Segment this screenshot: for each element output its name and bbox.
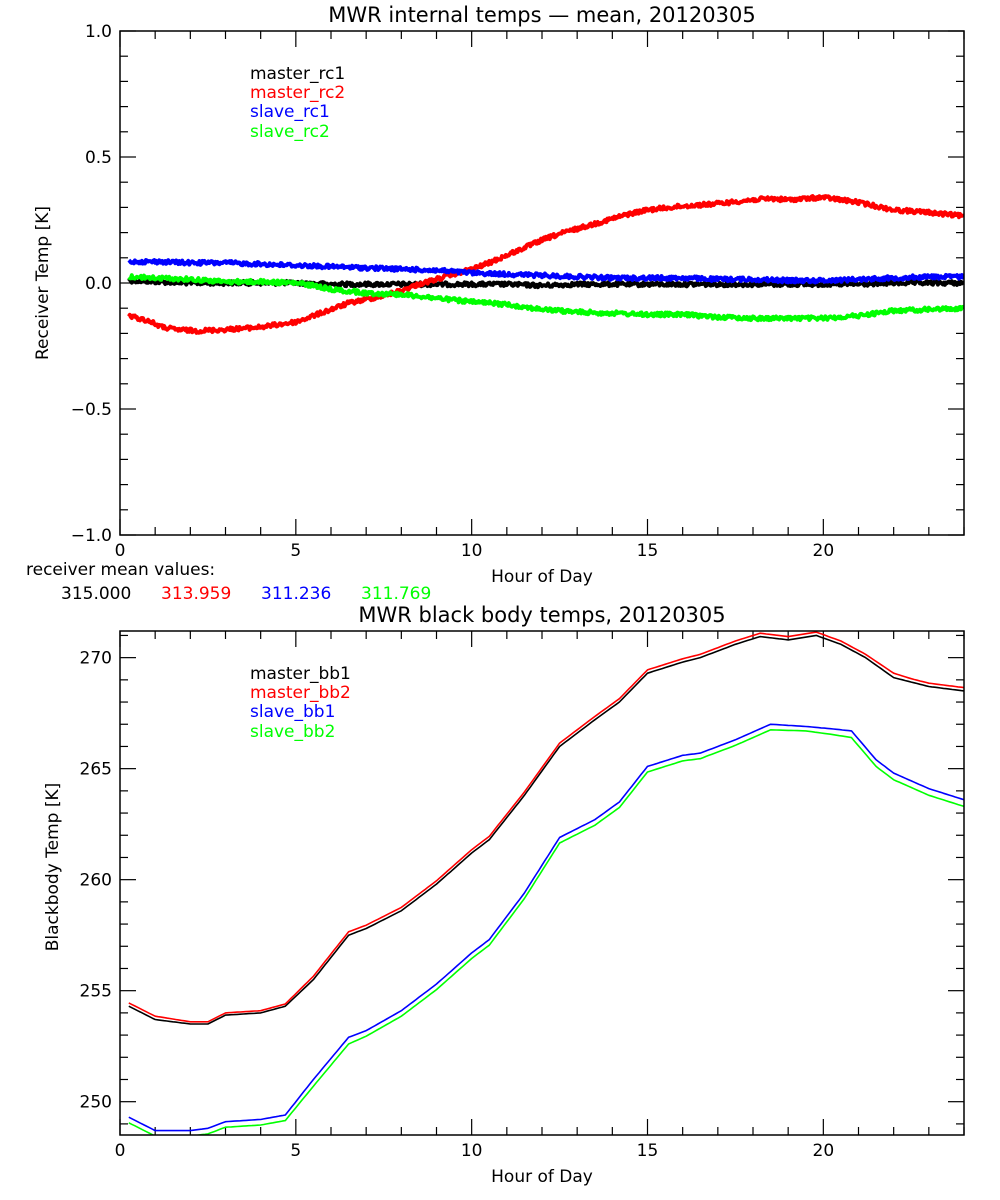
y-tick-labels: 250 255 260 265 270 bbox=[80, 649, 112, 1113]
x-axis-title: Hour of Day bbox=[491, 1167, 593, 1187]
legend-entry-master-rc1: master_rc1 bbox=[250, 64, 345, 84]
chart-title: MWR internal temps — mean, 20120305 bbox=[328, 3, 755, 27]
x-tick-label: 5 bbox=[290, 541, 301, 561]
y-tick-label: −0.5 bbox=[71, 400, 112, 420]
x-tick-label: 0 bbox=[115, 1141, 126, 1161]
y-tick-label: 255 bbox=[80, 982, 112, 1002]
y-axis-title: Receiver Temp [K] bbox=[33, 206, 53, 360]
series-line-master-rc2 bbox=[127, 194, 964, 335]
legend-entry-master-bb1: master_bb1 bbox=[250, 664, 351, 684]
y-tick-labels: −1.0 −0.5 0.0 0.5 1.0 bbox=[71, 22, 112, 546]
receiver-mean-value: 315.000 bbox=[61, 584, 131, 604]
y-tick-label: 250 bbox=[80, 1093, 112, 1113]
series-lines bbox=[128, 631, 964, 1135]
legend-entry-slave-bb2: slave_bb2 bbox=[250, 722, 335, 742]
series-line-slave-bb1 bbox=[128, 723, 964, 1132]
plot-frame bbox=[119, 30, 965, 536]
receiver-temp-chart: MWR internal temps — mean, 20120305 0 5 10… bbox=[26, 3, 965, 604]
y-tick-label: 270 bbox=[80, 649, 112, 669]
chart-title: MWR black body temps, 20120305 bbox=[358, 603, 725, 627]
y-tick-label: 1.0 bbox=[85, 22, 112, 42]
series-line-slave-rc1 bbox=[127, 258, 964, 285]
legend-entry-slave-rc1: slave_rc1 bbox=[250, 102, 330, 122]
x-tick-label: 15 bbox=[637, 1141, 659, 1161]
plot-frame bbox=[119, 630, 965, 1136]
x-tick-label: 15 bbox=[637, 541, 659, 561]
y-tick-label: 0.5 bbox=[85, 148, 112, 168]
x-tick-label: 5 bbox=[290, 1141, 301, 1161]
receiver-mean-value: 313.959 bbox=[161, 584, 231, 604]
series-line-master-bb2 bbox=[128, 631, 964, 1023]
blackbody-temp-chart: MWR black body temps, 20120305 0 5 10 15 20 … bbox=[43, 603, 965, 1187]
y-tick-label: 260 bbox=[80, 871, 112, 891]
x-tick-labels: 0 5 10 15 20 bbox=[115, 1141, 835, 1161]
receiver-mean-value: 311.769 bbox=[361, 584, 431, 604]
receiver-mean-value: 311.236 bbox=[261, 584, 331, 604]
x-tick-label: 10 bbox=[461, 541, 483, 561]
legend: master_bb1 master_bb2 slave_bb1 slave_bb… bbox=[250, 664, 351, 742]
axis-ticks bbox=[119, 631, 965, 1135]
legend-entry-master-bb2: master_bb2 bbox=[250, 683, 351, 703]
y-axis-title: Blackbody Temp [K] bbox=[43, 783, 63, 952]
x-tick-label: 20 bbox=[813, 1141, 835, 1161]
legend-entry-slave-bb1: slave_bb1 bbox=[250, 702, 335, 722]
legend: master_rc1 master_rc2 slave_rc1 slave_rc… bbox=[250, 64, 345, 142]
series-line-master-bb1 bbox=[128, 634, 964, 1025]
legend-entry-slave-rc2: slave_rc2 bbox=[250, 122, 330, 142]
y-tick-label: −1.0 bbox=[71, 526, 112, 546]
x-tick-label: 10 bbox=[461, 1141, 483, 1161]
receiver-mean-annotation: receiver mean values: 315.000 313.959 31… bbox=[26, 560, 431, 604]
series-lines bbox=[127, 194, 964, 335]
x-tick-label: 0 bbox=[115, 541, 126, 561]
legend-entry-master-rc2: master_rc2 bbox=[250, 83, 345, 103]
receiver-mean-label: receiver mean values: bbox=[26, 560, 215, 580]
axis-ticks bbox=[119, 30, 965, 536]
x-axis-title: Hour of Day bbox=[491, 567, 593, 587]
y-tick-label: 265 bbox=[80, 760, 112, 780]
series-line-slave-bb2 bbox=[128, 729, 964, 1135]
series-line-slave-rc2 bbox=[127, 273, 964, 323]
x-tick-labels: 0 5 10 15 20 bbox=[115, 541, 835, 561]
y-tick-label: 0.0 bbox=[85, 274, 112, 294]
x-tick-label: 20 bbox=[813, 541, 835, 561]
